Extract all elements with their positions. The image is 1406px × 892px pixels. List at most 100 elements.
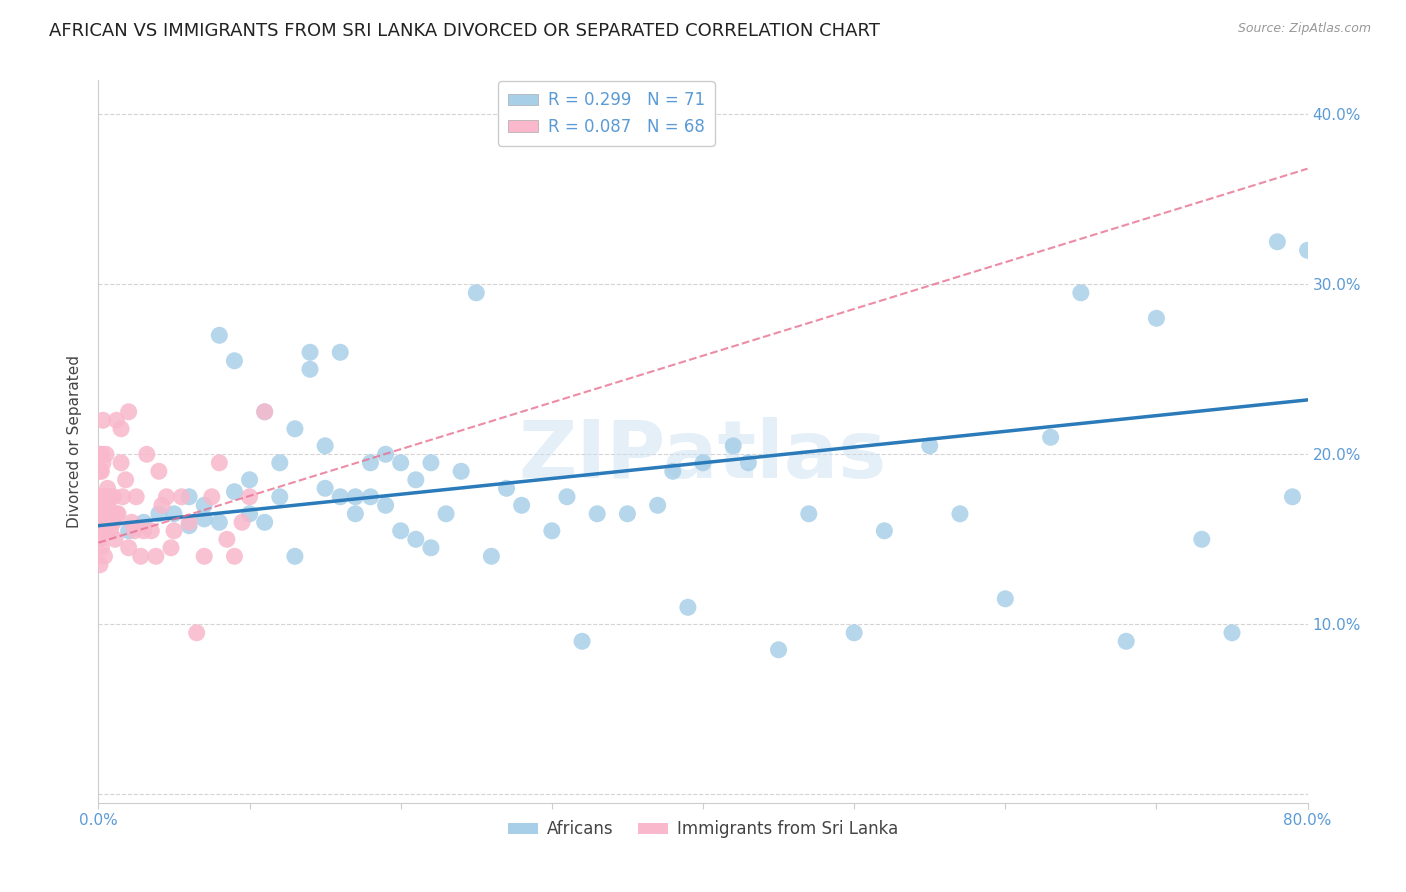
Point: [186, 625, 208, 640]
Point: [405, 473, 427, 487]
Point: [344, 490, 367, 504]
Point: [329, 490, 352, 504]
Point: [105, 507, 128, 521]
Point: [239, 490, 262, 504]
Point: [389, 456, 412, 470]
Point: [110, 422, 132, 436]
Point: [141, 524, 163, 538]
Point: [98, 490, 121, 504]
Point: [314, 481, 336, 495]
Point: [103, 490, 125, 504]
Point: [89, 464, 111, 478]
Point: [284, 549, 307, 564]
Text: ZIPatlas: ZIPatlas: [519, 417, 887, 495]
Point: [193, 549, 215, 564]
Point: [450, 464, 472, 478]
Point: [1039, 430, 1062, 444]
Point: [540, 524, 562, 538]
Point: [231, 516, 253, 530]
Point: [481, 549, 503, 564]
Point: [329, 345, 352, 359]
Point: [103, 516, 125, 530]
Point: [510, 498, 533, 512]
Point: [918, 439, 941, 453]
Point: [89, 447, 111, 461]
Point: [253, 405, 276, 419]
Point: [93, 507, 115, 521]
Point: [118, 541, 141, 555]
Point: [148, 464, 170, 478]
Point: [93, 549, 115, 564]
Point: [100, 490, 122, 504]
Y-axis label: Divorced or Separated: Divorced or Separated: [67, 355, 83, 528]
Point: [284, 422, 307, 436]
Point: [647, 498, 669, 512]
Point: [179, 490, 201, 504]
Text: Source: ZipAtlas.com: Source: ZipAtlas.com: [1237, 22, 1371, 36]
Point: [768, 642, 790, 657]
Point: [239, 507, 262, 521]
Point: [571, 634, 593, 648]
Point: [193, 512, 215, 526]
Point: [1070, 285, 1092, 300]
Point: [1220, 625, 1243, 640]
Text: AFRICAN VS IMMIGRANTS FROM SRI LANKA DIVORCED OR SEPARATED CORRELATION CHART: AFRICAN VS IMMIGRANTS FROM SRI LANKA DIV…: [49, 22, 880, 40]
Point: [89, 558, 111, 572]
Point: [208, 516, 231, 530]
Point: [90, 498, 112, 512]
Point: [94, 524, 117, 538]
Point: [269, 490, 291, 504]
Point: [105, 413, 128, 427]
Point: [224, 484, 246, 499]
Point: [215, 533, 238, 547]
Point: [101, 507, 124, 521]
Point: [90, 524, 112, 538]
Point: [89, 533, 111, 547]
Point: [111, 490, 134, 504]
Point: [118, 524, 141, 538]
Point: [90, 447, 112, 461]
Point: [89, 490, 111, 504]
Point: [179, 516, 201, 530]
Point: [121, 516, 143, 530]
Point: [661, 464, 683, 478]
Point: [114, 473, 136, 487]
Point: [163, 507, 186, 521]
Point: [723, 439, 745, 453]
Point: [1191, 533, 1213, 547]
Point: [224, 353, 246, 368]
Point: [676, 600, 699, 615]
Point: [253, 405, 276, 419]
Point: [100, 524, 122, 538]
Point: [420, 456, 443, 470]
Point: [98, 516, 121, 530]
Point: [299, 362, 322, 376]
Point: [224, 549, 246, 564]
Point: [132, 524, 155, 538]
Legend: Africans, Immigrants from Sri Lanka: Africans, Immigrants from Sri Lanka: [502, 814, 904, 845]
Point: [1115, 634, 1137, 648]
Point: [193, 498, 215, 512]
Point: [201, 490, 224, 504]
Point: [91, 456, 114, 470]
Point: [949, 507, 972, 521]
Point: [737, 456, 759, 470]
Point: [90, 507, 112, 521]
Point: [179, 518, 201, 533]
Point: [360, 490, 382, 504]
Point: [129, 549, 152, 564]
Point: [797, 507, 820, 521]
Point: [208, 328, 231, 343]
Point: [405, 533, 427, 547]
Point: [555, 490, 578, 504]
Point: [91, 490, 114, 504]
Point: [314, 439, 336, 453]
Point: [170, 490, 193, 504]
Point: [239, 473, 262, 487]
Point: [994, 591, 1017, 606]
Point: [253, 516, 276, 530]
Point: [374, 447, 396, 461]
Point: [1267, 235, 1289, 249]
Point: [163, 524, 186, 538]
Point: [93, 524, 115, 538]
